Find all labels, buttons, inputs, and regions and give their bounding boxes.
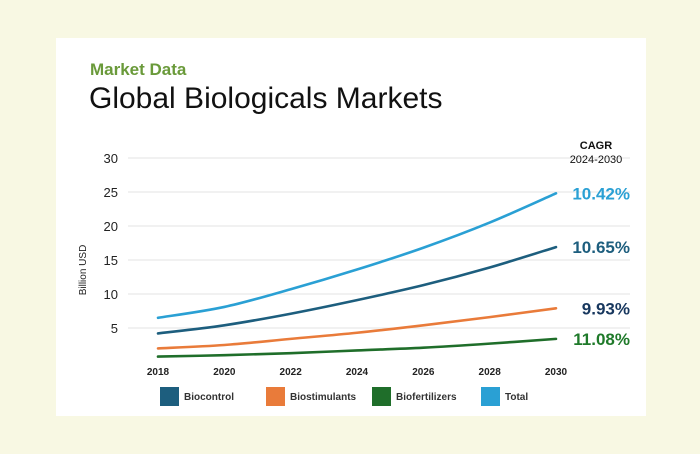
section-kicker: Market Data — [90, 60, 187, 79]
chart-title: Global Biologicals Markets — [89, 82, 443, 115]
cagr-label-biofertilizers: 11.08% — [573, 330, 630, 349]
line-chart: 5 10 15 20 25 30 Billion USD 2018 2020 2022 2024… — [78, 140, 630, 406]
y-tick-label: 15 — [104, 253, 118, 268]
x-tick-labels: 2018 2020 2022 2024 2026 2028 2030 — [147, 367, 568, 378]
y-tick-labels: 5 10 15 20 25 30 — [104, 151, 118, 336]
x-tick-label: 2022 — [280, 367, 303, 378]
gridlines — [128, 157, 630, 329]
x-tick-label: 2018 — [147, 367, 170, 378]
y-tick-label: 10 — [104, 287, 118, 302]
series-line-total — [156, 192, 558, 320]
y-tick-label: 5 — [111, 321, 118, 336]
series-line-biocontrol — [156, 245, 558, 335]
cagr-label-biocontrol: 10.65% — [572, 238, 630, 257]
x-tick-label: 2030 — [545, 367, 568, 378]
cagr-period: 2024-2030 — [570, 154, 623, 166]
legend-swatch-total — [481, 387, 500, 406]
y-tick-label: 30 — [104, 151, 118, 166]
x-tick-label: 2020 — [213, 367, 236, 378]
x-tick-label: 2024 — [346, 367, 369, 378]
legend-swatch-biostimulants — [266, 387, 285, 406]
legend-label-total: Total — [505, 392, 528, 403]
x-tick-label: 2026 — [412, 367, 435, 378]
cagr-label-total: 10.42% — [572, 184, 630, 203]
series-line-biofertilizers — [156, 337, 558, 358]
legend-label-biostimulants: Biostimulants — [290, 392, 357, 403]
chart-card: Market Data Global Biologicals Markets 5… — [56, 38, 646, 416]
cagr-header: CAGR — [580, 140, 612, 152]
cagr-labels: 10.65% 9.93% 11.08% 10.42% — [572, 184, 630, 349]
y-axis-title: Billion USD — [78, 245, 89, 296]
legend-swatch-biocontrol — [160, 387, 179, 406]
legend-label-biofertilizers: Biofertilizers — [396, 392, 457, 403]
legend-swatch-biofertilizers — [372, 387, 391, 406]
legend-label-biocontrol: Biocontrol — [184, 392, 234, 403]
y-tick-label: 20 — [104, 219, 118, 234]
x-tick-label: 2028 — [479, 367, 502, 378]
series-lines — [156, 192, 558, 358]
legend: Biocontrol Biostimulants Biofertilizers Tot… — [160, 387, 528, 406]
cagr-label-biostimulants: 9.93% — [582, 299, 630, 318]
y-tick-label: 25 — [104, 185, 118, 200]
series-line-biostimulants — [156, 306, 558, 350]
